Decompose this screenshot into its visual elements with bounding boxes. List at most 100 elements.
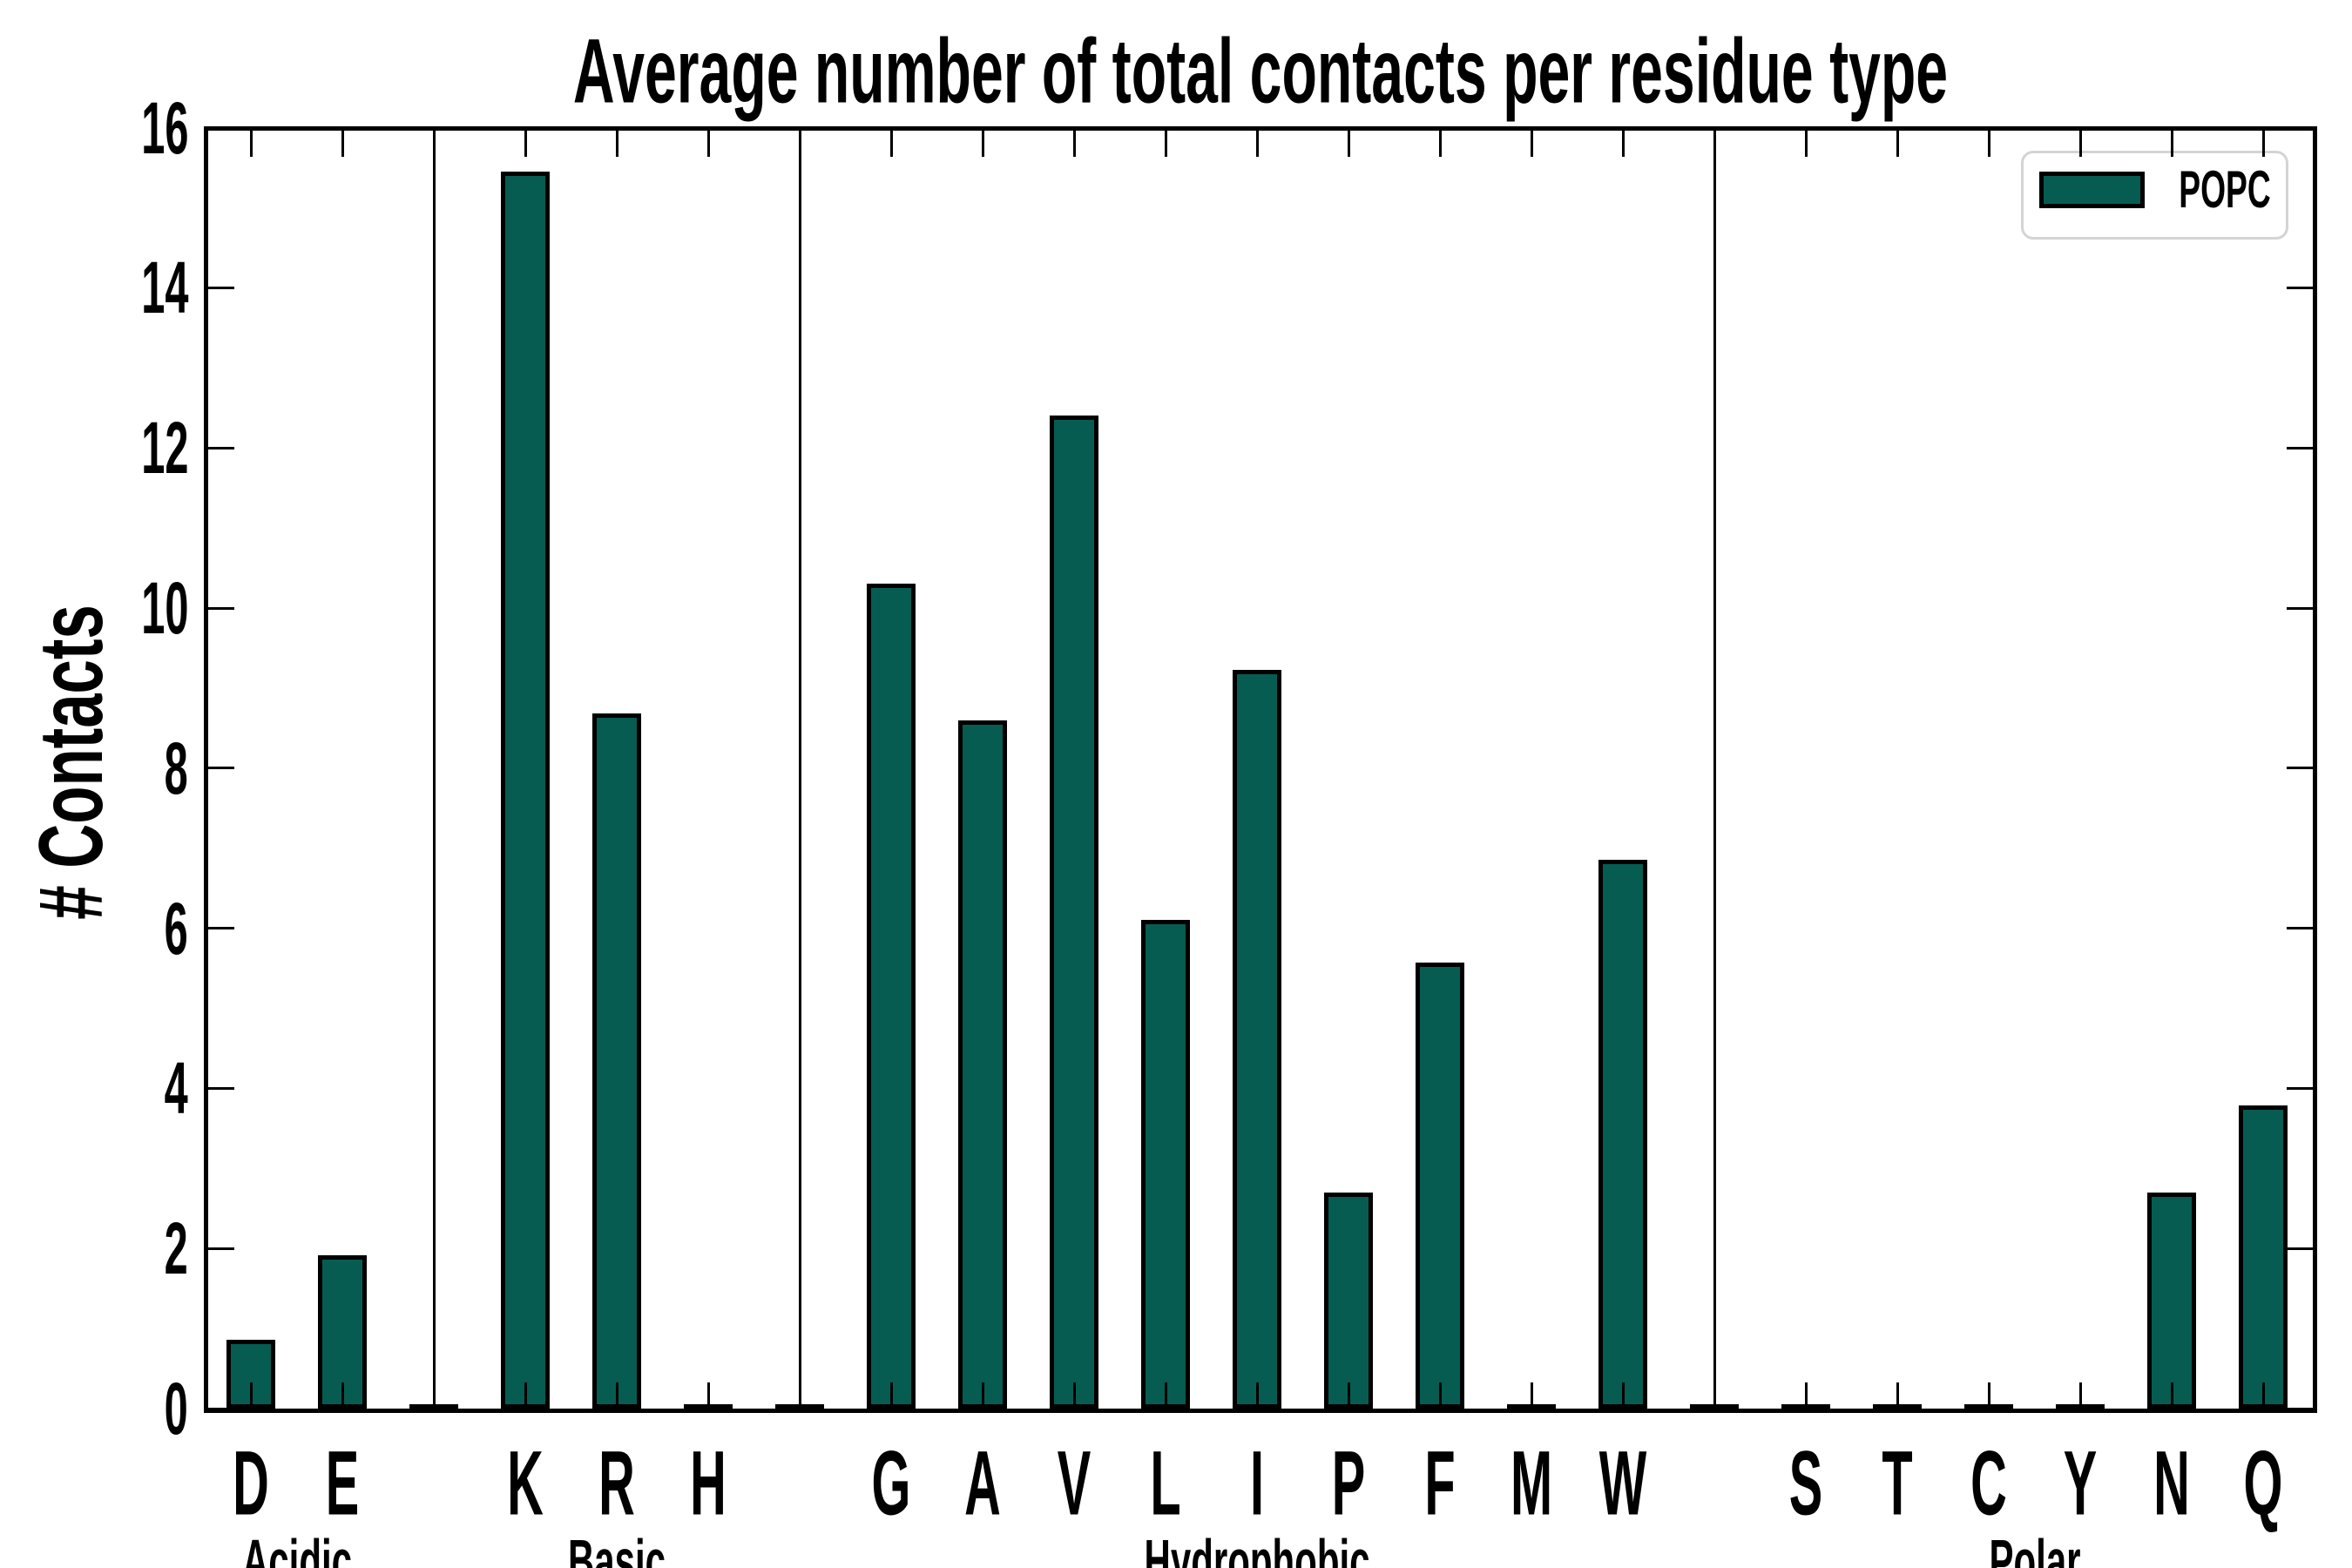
- x-tick-bottom: [889, 1382, 893, 1409]
- bar-E: [318, 1255, 367, 1409]
- x-tick-label-H: H: [690, 1432, 727, 1535]
- x-tick-label-W: W: [1598, 1432, 1647, 1535]
- x-tick-top: [2170, 131, 2173, 157]
- x-tick-bottom: [1621, 1382, 1625, 1409]
- x-tick-top: [249, 131, 253, 157]
- group-label-hydrophobic: Hydrophobic: [1144, 1527, 1370, 1568]
- x-tick-label-C: C: [1970, 1432, 2007, 1535]
- x-tick-bottom: [1255, 1382, 1259, 1409]
- x-tick-bottom: [981, 1382, 984, 1409]
- x-tick-bottom: [706, 1382, 710, 1409]
- bar-N: [2147, 1193, 2196, 1409]
- x-tick-top: [1713, 131, 1716, 157]
- x-tick-top: [524, 131, 527, 157]
- y-tick-label-2: 2: [164, 1207, 188, 1290]
- y-tick-left: [208, 1086, 234, 1090]
- x-tick-label-R: R: [598, 1432, 635, 1535]
- x-tick-top: [432, 131, 436, 157]
- y-tick-left: [208, 1407, 234, 1410]
- x-tick-label-Y: Y: [2063, 1432, 2098, 1535]
- x-tick-label-I: I: [1249, 1432, 1265, 1535]
- x-tick-label-K: K: [507, 1432, 544, 1535]
- y-tick-left: [208, 286, 234, 289]
- y-tick-right: [2287, 1407, 2313, 1410]
- y-tick-left: [208, 1247, 234, 1250]
- x-tick-label-V: V: [1057, 1432, 1092, 1535]
- bar-A: [958, 720, 1007, 1409]
- x-tick-bottom: [432, 1382, 436, 1409]
- bar-G: [867, 584, 916, 1409]
- y-tick-label-0: 0: [164, 1368, 188, 1450]
- x-tick-bottom: [1164, 1382, 1167, 1409]
- x-tick-label-S: S: [1788, 1432, 1823, 1535]
- y-tick-label-16: 16: [140, 86, 188, 169]
- group-separator: [798, 131, 801, 1409]
- y-tick-label-10: 10: [140, 567, 188, 649]
- x-tick-top: [889, 131, 893, 157]
- bar-P: [1324, 1193, 1373, 1409]
- x-tick-top: [981, 131, 984, 157]
- x-tick-bottom: [1896, 1382, 1899, 1409]
- bar-L: [1141, 920, 1190, 1409]
- x-tick-label-T: T: [1882, 1432, 1913, 1535]
- x-tick-bottom: [1530, 1382, 1533, 1409]
- x-tick-bottom: [1072, 1382, 1076, 1409]
- y-tick-right: [2287, 1086, 2313, 1090]
- y-tick-right: [2287, 446, 2313, 449]
- x-tick-bottom: [341, 1382, 344, 1409]
- chart-title: Average number of total contacts per res…: [572, 20, 1949, 123]
- group-separator: [432, 131, 436, 1409]
- x-tick-top: [1347, 131, 1350, 157]
- y-tick-right: [2287, 1247, 2313, 1250]
- x-tick-bottom: [1804, 1382, 1808, 1409]
- bar-V: [1050, 416, 1098, 1409]
- x-tick-label-P: P: [1331, 1432, 1366, 1535]
- legend-popc-label: POPC: [2179, 160, 2271, 219]
- x-tick-top: [615, 131, 618, 157]
- x-tick-top: [2078, 131, 2082, 157]
- x-tick-top: [1255, 131, 1259, 157]
- bar-F: [1416, 963, 1464, 1409]
- x-tick-label-G: G: [871, 1432, 911, 1535]
- y-tick-left: [208, 446, 234, 449]
- x-tick-top: [1438, 131, 1442, 157]
- x-tick-label-F: F: [1424, 1432, 1456, 1535]
- bar-R: [592, 713, 641, 1409]
- x-tick-label-Q: Q: [2243, 1432, 2283, 1535]
- bar-Q: [2239, 1105, 2288, 1409]
- x-tick-label-E: E: [325, 1432, 360, 1535]
- y-tick-right: [2287, 927, 2313, 930]
- x-tick-bottom: [2078, 1382, 2082, 1409]
- x-tick-top: [1072, 131, 1076, 157]
- x-tick-top: [1896, 131, 1899, 157]
- y-tick-label-8: 8: [164, 727, 188, 809]
- y-tick-left: [208, 767, 234, 770]
- group-label-acidic: Acidic: [241, 1527, 352, 1568]
- y-axis-label: # Contacts: [21, 605, 122, 920]
- x-tick-top: [1621, 131, 1625, 157]
- x-tick-bottom: [2170, 1382, 2173, 1409]
- bar-K: [501, 172, 550, 1409]
- y-tick-right: [2287, 286, 2313, 289]
- y-tick-right: [2287, 606, 2313, 610]
- plot-area-frame: [204, 126, 2317, 1413]
- x-tick-label-L: L: [1150, 1432, 1181, 1535]
- x-tick-bottom: [249, 1382, 253, 1409]
- group-separator: [1713, 131, 1716, 1409]
- x-tick-label-A: A: [964, 1432, 1001, 1535]
- group-label-polar: Polar: [1988, 1527, 2081, 1568]
- x-tick-top: [1804, 131, 1808, 157]
- x-tick-top: [798, 131, 801, 157]
- x-tick-bottom: [798, 1382, 801, 1409]
- bar-I: [1233, 670, 1281, 1409]
- x-tick-label-N: N: [2153, 1432, 2190, 1535]
- x-tick-bottom: [524, 1382, 527, 1409]
- y-tick-label-12: 12: [140, 407, 188, 490]
- x-tick-top: [1987, 131, 1990, 157]
- x-tick-bottom: [1347, 1382, 1350, 1409]
- x-tick-bottom: [1713, 1382, 1716, 1409]
- legend-popc-swatch: [2039, 172, 2145, 208]
- x-tick-top: [706, 131, 710, 157]
- x-tick-top: [1530, 131, 1533, 157]
